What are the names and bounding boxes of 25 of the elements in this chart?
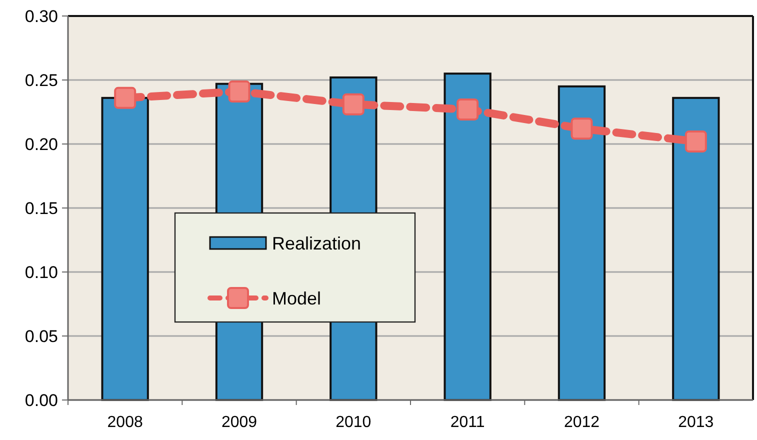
y-tick-label: 0.10 (24, 262, 58, 282)
y-tick-label: 0.15 (24, 198, 58, 218)
point (684, 130, 707, 152)
bar (558, 85, 606, 401)
x-tick-label: 2008 (107, 414, 143, 431)
legend-label: Realization (272, 233, 362, 254)
x-tick-label: 2010 (336, 414, 372, 431)
y-tick-label: 0.05 (24, 326, 58, 346)
y-tick-label: 0.30 (24, 6, 58, 26)
point (114, 86, 136, 109)
x-tick-label: 2012 (564, 414, 600, 431)
bar (672, 96, 720, 401)
y-tick-label: 0.20 (24, 134, 58, 154)
x-tick-label: 2013 (678, 414, 714, 431)
x-tick-label: 2011 (450, 414, 485, 431)
bar (444, 72, 492, 401)
point (570, 118, 593, 140)
x-tick-label: 2009 (221, 414, 258, 431)
bar (101, 96, 149, 401)
point (342, 93, 364, 116)
point (456, 98, 479, 120)
y-tick-label: 0.00 (24, 390, 58, 410)
legend-label: Model (272, 288, 322, 308)
point (228, 80, 250, 103)
y-tick-label: 0.25 (24, 70, 58, 90)
